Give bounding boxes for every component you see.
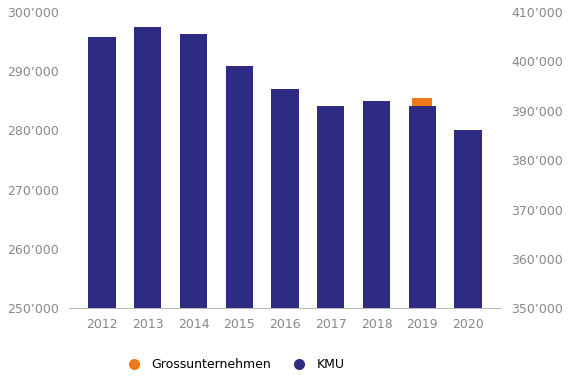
Bar xyxy=(367,113,386,376)
Bar xyxy=(454,130,482,376)
Bar xyxy=(92,160,112,376)
Bar xyxy=(413,98,432,376)
Bar xyxy=(180,34,207,376)
Bar xyxy=(458,143,478,376)
Bar xyxy=(363,101,390,376)
Bar xyxy=(88,36,116,376)
Bar xyxy=(275,196,295,376)
Bar xyxy=(134,27,161,376)
Bar xyxy=(409,106,436,376)
Bar xyxy=(317,106,344,376)
Legend: Grossunternehmen, KMU: Grossunternehmen, KMU xyxy=(117,353,349,376)
Bar xyxy=(184,145,203,376)
Bar xyxy=(138,166,157,376)
Bar xyxy=(229,172,249,376)
Bar xyxy=(271,88,299,376)
Bar xyxy=(321,166,341,376)
Bar xyxy=(226,66,253,376)
